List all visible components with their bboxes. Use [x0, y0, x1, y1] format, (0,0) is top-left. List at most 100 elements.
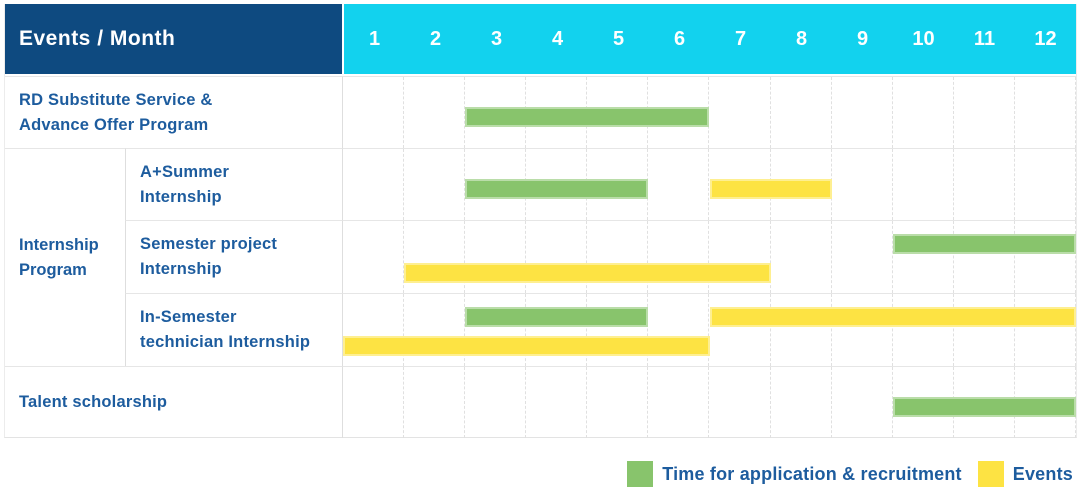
- row-label-in-semester-technician: In-Semester technician Internship: [125, 293, 342, 366]
- month-gridline-cell: [343, 221, 405, 293]
- month-gridline-cell: [954, 221, 1015, 293]
- green-gantt-bar: [465, 106, 710, 127]
- events-month-table: Events / Month 1 2 3 4 5 6 7 8 9 10 11 1…: [4, 4, 1077, 438]
- month-gridline-cell: [832, 294, 893, 366]
- month-header-12: 12: [1034, 27, 1057, 50]
- row-label-line: Semester project: [140, 235, 278, 253]
- group-label-internship-program: Internship Program: [5, 148, 125, 366]
- row-label-line: Advance Offer Program: [19, 115, 209, 134]
- month-gridline-cell: [1015, 221, 1076, 293]
- month-gridline-cell: [954, 294, 1015, 366]
- month-header-11: 11: [973, 27, 996, 50]
- row-label-line: Internship: [140, 187, 222, 206]
- month-gridline-cell: [771, 294, 832, 366]
- yellow-swatch-icon: [977, 461, 1004, 487]
- chart-row-a-summer: [342, 148, 1076, 220]
- month-gridline-cell: [404, 221, 466, 293]
- legend-item-application: Time for application & recruitment: [627, 461, 962, 487]
- month-gridline-cell: [465, 221, 527, 293]
- month-gridline-cell: [648, 149, 710, 220]
- month-gridline-cell: [343, 367, 405, 438]
- row-label-semester-project: Semester project Internship: [125, 220, 342, 293]
- row-label-line: Talent scholarship: [19, 393, 168, 411]
- chart-row-talent-scholarship: [342, 366, 1076, 438]
- month-header-1: 1: [368, 27, 381, 50]
- month-gridline-cell: [893, 294, 954, 366]
- green-gantt-bar: [892, 234, 1076, 254]
- table-title: Events / Month: [19, 27, 176, 50]
- chart-row-in-semester: [342, 293, 1076, 366]
- month-gridline-cell: [648, 367, 710, 438]
- yellow-gantt-bar: [404, 263, 771, 283]
- month-gridline-cell: [404, 367, 466, 438]
- month-gridline-cell: [893, 77, 954, 148]
- month-gridline-cell: [465, 367, 527, 438]
- green-gantt-bar: [465, 178, 649, 199]
- month-gridline-cell: [893, 221, 954, 293]
- yellow-gantt-bar: [343, 336, 710, 356]
- month-gridline-cell: [1015, 77, 1076, 148]
- legend-label-events: Events: [1012, 463, 1073, 484]
- month-gridline-cell: [709, 221, 771, 293]
- month-gridline-cell: [832, 367, 893, 438]
- row-label-line: RD Substitute Service &: [19, 90, 213, 109]
- month-header-row: 1 2 3 4 5 6 7 8 9 10 11 12: [344, 4, 1076, 74]
- month-gridline-cell: [832, 77, 893, 148]
- month-gridline-cell: [771, 77, 832, 148]
- month-header-7: 7: [734, 27, 747, 50]
- month-gridline-cell: [343, 77, 405, 148]
- group-label-line: Program: [19, 260, 87, 279]
- month-gridline-cell: [526, 221, 588, 293]
- month-gridline-cell: [954, 77, 1015, 148]
- row-label-a-summer-internship: A+Summer Internship: [125, 148, 342, 220]
- month-header-2: 2: [429, 27, 442, 50]
- month-gridline-cell: [893, 149, 954, 220]
- month-gridline-cell: [465, 294, 527, 366]
- month-gridline-cell: [709, 367, 771, 438]
- month-gridline-cell: [404, 149, 466, 220]
- month-header-6: 6: [673, 27, 686, 50]
- month-header-10: 10: [912, 27, 935, 50]
- group-label-line: Internship: [19, 235, 99, 254]
- month-header-5: 5: [612, 27, 625, 50]
- green-gantt-bar: [465, 307, 649, 327]
- month-gridline-cell: [404, 77, 466, 148]
- table-header-title-cell: Events / Month: [5, 4, 342, 74]
- green-swatch-icon: [627, 461, 654, 487]
- month-gridline-cell: [771, 367, 832, 438]
- row-label-line: Internship: [140, 260, 222, 278]
- chart-row-semester-project: [342, 220, 1076, 293]
- row-label-line: A+Summer: [140, 162, 230, 181]
- month-header-9: 9: [856, 27, 869, 50]
- month-header-3: 3: [490, 27, 503, 50]
- month-gridline-cell: [709, 77, 771, 148]
- legend-label-application: Time for application & recruitment: [662, 463, 962, 484]
- month-gridline-cell: [1015, 149, 1076, 220]
- month-gridline-cell: [709, 294, 771, 366]
- yellow-gantt-bar: [709, 307, 1076, 327]
- month-gridline-cell: [343, 294, 405, 366]
- month-gridline-cell: [526, 367, 588, 438]
- legend: Time for application & recruitment Event…: [627, 458, 1073, 490]
- month-gridline-cell: [832, 221, 893, 293]
- month-gridline-cell: [526, 294, 588, 366]
- month-gridline-cell: [587, 367, 649, 438]
- month-gridline-cell: [954, 149, 1015, 220]
- row-label-talent-scholarship: Talent scholarship: [5, 366, 342, 438]
- month-gridline-cell: [404, 294, 466, 366]
- row-label-rd-substitute: RD Substitute Service & Advance Offer Pr…: [5, 76, 342, 148]
- legend-item-events: Events: [977, 461, 1073, 487]
- row-label-line: In-Semester: [140, 308, 237, 326]
- month-header-8: 8: [795, 27, 808, 50]
- month-header-4: 4: [551, 27, 564, 50]
- month-gridline-cell: [648, 221, 710, 293]
- month-gridline-cell: [771, 221, 832, 293]
- month-gridline-cell: [587, 294, 649, 366]
- chart-row-rd-substitute: [342, 76, 1076, 148]
- month-gridline-cell: [587, 221, 649, 293]
- month-gridline-cell: [343, 149, 405, 220]
- month-gridline-cell: [1015, 294, 1076, 366]
- yellow-gantt-bar: [709, 178, 832, 199]
- month-gridline-cell: [648, 294, 710, 366]
